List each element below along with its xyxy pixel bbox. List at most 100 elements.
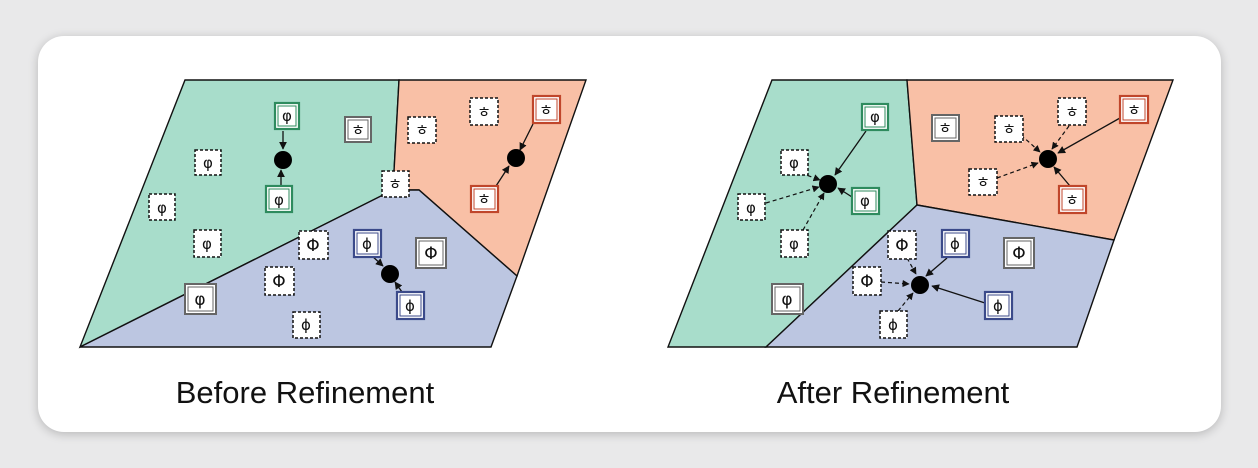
- dashed-point: ㅎ: [407, 116, 437, 144]
- arrow: [519, 123, 534, 151]
- dashed-point: φ: [780, 149, 809, 176]
- hangul-glyph: ㅎ: [976, 173, 990, 191]
- arrow: [1020, 134, 1041, 153]
- salmon-anchor-box: ㅎ: [469, 184, 500, 214]
- arrow: [1053, 166, 1071, 187]
- blue-anchor-box: ϕ: [352, 228, 383, 259]
- arrow: [837, 187, 853, 198]
- centroid-dot: [274, 151, 292, 169]
- phi-glyph: φ: [860, 192, 870, 210]
- green-anchor-box: φ: [273, 101, 301, 131]
- arrow: [931, 284, 986, 304]
- dashed-point: φ: [780, 229, 809, 258]
- blue-anchor-box: ϕ: [983, 290, 1014, 321]
- hangul-glyph: ㅎ: [1002, 120, 1016, 138]
- dashed-point: φ: [194, 149, 222, 176]
- before-panel: φ φ ㅎ φ φ φ φ: [78, 79, 587, 410]
- phi-big-glyph: Φ: [895, 236, 908, 256]
- arrow: [906, 257, 917, 275]
- dashed-point: Φ: [887, 230, 917, 260]
- dashed-point: φ: [193, 229, 222, 258]
- phi-upright-glyph: ϕ: [405, 297, 415, 315]
- gray-box: Φ: [1003, 237, 1035, 269]
- gray-box: ㅎ: [931, 114, 960, 142]
- hangul-glyph: ㅎ: [938, 119, 952, 137]
- phi-glyph: φ: [781, 290, 792, 310]
- hangul-glyph: ㅎ: [539, 101, 553, 119]
- blue-anchor-box: ϕ: [395, 290, 426, 321]
- arrow: [802, 192, 825, 231]
- phi-glyph: φ: [274, 191, 284, 209]
- arrow: [1057, 117, 1121, 154]
- salmon-anchor-box: ㅎ: [531, 94, 562, 125]
- arrow: [925, 257, 948, 277]
- phi-glyph: φ: [202, 235, 212, 253]
- phi-big-glyph: Φ: [272, 272, 285, 292]
- salmon-anchor-box: ㅎ: [1118, 94, 1150, 125]
- dashed-point: φ: [737, 193, 766, 221]
- phi-big-glyph: Φ: [424, 244, 437, 264]
- arrow: [996, 161, 1039, 179]
- dashed-point: ㅎ: [381, 170, 410, 198]
- centroid-dot: [1039, 150, 1057, 168]
- dashed-point: ㅎ: [968, 168, 998, 196]
- hangul-glyph: ㅎ: [477, 190, 491, 208]
- green-anchor-box: φ: [860, 102, 890, 132]
- phi-big-glyph: Φ: [1012, 244, 1025, 264]
- blue-anchor-box: ϕ: [940, 228, 971, 259]
- hangul-glyph: ㅎ: [388, 175, 402, 193]
- hangul-glyph: ㅎ: [351, 121, 365, 139]
- arrow: [897, 292, 914, 312]
- phi-upright-glyph: ϕ: [993, 297, 1003, 315]
- salmon-anchor-box: ㅎ: [1057, 184, 1088, 215]
- hangul-glyph: ㅎ: [1127, 101, 1141, 119]
- phi-glyph: φ: [789, 154, 799, 172]
- phi-upright-glyph: ϕ: [301, 316, 311, 334]
- arrow: [834, 130, 867, 176]
- centroid-dot: [819, 175, 837, 193]
- phi-glyph: φ: [282, 107, 292, 125]
- phi-glyph: φ: [157, 199, 167, 217]
- green-anchor-box: φ: [264, 184, 294, 214]
- phi-upright-glyph: ϕ: [362, 235, 372, 253]
- dashed-point: ㅎ: [469, 97, 499, 126]
- phi-glyph: φ: [194, 290, 205, 310]
- dashed-point: ㅎ: [1057, 97, 1087, 126]
- arrow: [765, 185, 820, 204]
- hangul-glyph: ㅎ: [1065, 103, 1079, 121]
- phi-glyph: φ: [203, 154, 213, 172]
- dashed-point: ㅎ: [994, 115, 1024, 143]
- dashed-point: ϕ: [879, 310, 908, 339]
- gray-box: ㅎ: [344, 116, 372, 143]
- phi-glyph: φ: [870, 108, 880, 126]
- phi-upright-glyph: ϕ: [888, 316, 898, 334]
- caption-before: Before Refinement: [176, 375, 435, 410]
- phi-upright-glyph: ϕ: [950, 235, 960, 253]
- dashed-point: Φ: [852, 266, 882, 296]
- centroid-dot: [381, 265, 399, 283]
- phi-big-glyph: Φ: [860, 272, 873, 292]
- arrow: [495, 165, 510, 187]
- gray-box: φ: [184, 283, 217, 315]
- centroid-dot: [507, 149, 525, 167]
- arrow: [394, 281, 403, 293]
- gray-box: φ: [771, 283, 804, 315]
- hangul-glyph: ㅎ: [415, 121, 429, 139]
- dashed-point: φ: [148, 193, 176, 221]
- caption-after: After Refinement: [777, 375, 1010, 410]
- after-panel: φ φ φ φ φ φ ㅎ: [666, 79, 1175, 410]
- phi-big-glyph: Φ: [306, 236, 319, 256]
- gray-box: Φ: [415, 237, 447, 269]
- green-anchor-box: φ: [850, 186, 881, 216]
- dashed-point: Φ: [298, 230, 329, 260]
- hangul-glyph: ㅎ: [477, 103, 491, 121]
- dashed-point: ϕ: [292, 311, 321, 339]
- phi-glyph: φ: [789, 235, 799, 253]
- arrow: [880, 279, 910, 288]
- hangul-glyph: ㅎ: [1065, 191, 1079, 209]
- after-arrows: [765, 117, 1121, 312]
- arrow: [1051, 125, 1070, 150]
- phi-glyph: φ: [746, 199, 756, 217]
- dashed-point: Φ: [264, 266, 295, 296]
